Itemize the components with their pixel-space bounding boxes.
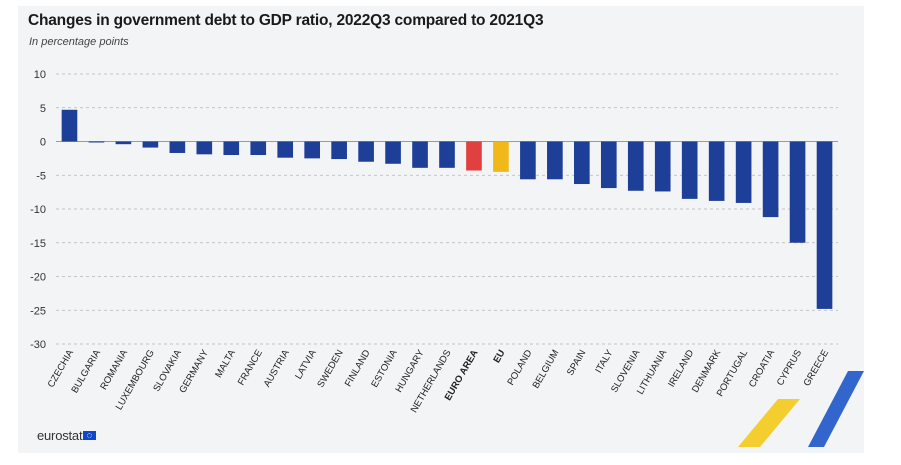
x-tick-label: CROATIA <box>747 347 778 389</box>
y-tick-label: 5 <box>40 103 46 115</box>
x-tick-label: GREECE <box>802 348 832 388</box>
bar-greece <box>816 141 833 309</box>
bar-lithuania <box>654 141 671 192</box>
bar-bulgaria <box>88 141 105 143</box>
x-tick-label: BELGIUM <box>531 348 562 391</box>
x-tick-label: SPAIN <box>565 348 588 378</box>
x-tick-label: ITALY <box>593 347 615 375</box>
x-tick-label: CYPRUS <box>775 348 804 388</box>
eurostat-logo: eurostat <box>37 428 97 443</box>
bar-malta <box>223 141 240 155</box>
bar-estonia <box>385 141 401 164</box>
y-tick-label: 0 <box>40 137 46 149</box>
bar-euro-area <box>466 141 482 171</box>
bar-portugal <box>735 141 752 203</box>
bar-poland <box>520 141 536 180</box>
bars-layer <box>61 109 833 309</box>
bar-sweden <box>331 141 347 160</box>
x-tick-label: MALTA <box>213 347 238 379</box>
logo-text: eurostat <box>37 428 83 443</box>
bar-luxembourg <box>142 141 159 148</box>
bar-finland <box>358 141 374 162</box>
x-tick-label: EU <box>491 348 507 365</box>
x-tick-label: POLAND <box>505 348 534 387</box>
eurostat-decoration <box>738 371 864 447</box>
bar-belgium <box>547 141 563 180</box>
x-tick-label: AUSTRIA <box>262 347 292 389</box>
x-tick-label: FINLAND <box>343 348 373 389</box>
y-tick-label: 10 <box>34 69 46 81</box>
decor-stripe-yellow <box>738 399 800 447</box>
y-tick-labels: 10 5 0 -5 -10 -15 -20 -25 -30 <box>30 69 46 351</box>
x-tick-label: LATVIA <box>293 347 319 381</box>
y-tick-label: -5 <box>36 170 46 182</box>
bar-cyprus <box>789 141 806 243</box>
bar-denmark <box>708 141 725 201</box>
x-tick-label: FRANCE <box>236 348 265 387</box>
x-tick-label: CZECHIA <box>46 347 77 389</box>
x-tick-label: IRELAND <box>666 348 696 389</box>
bar-ireland <box>681 141 698 199</box>
bar-slovakia <box>169 141 186 153</box>
y-tick-label: -15 <box>30 238 46 250</box>
x-tick-labels: CZECHIABULGARIAROMANIALUXEMBOURGSLOVAKIA… <box>46 347 831 414</box>
bar-romania <box>115 141 132 145</box>
bar-croatia <box>762 141 779 218</box>
y-tick-label: -25 <box>30 305 46 317</box>
y-tick-label: -20 <box>30 272 46 284</box>
chart-subtitle: In percentage points <box>29 36 129 48</box>
bar-hungary <box>412 141 428 168</box>
bar-austria <box>277 141 294 158</box>
decor-stripe-blue <box>808 371 864 447</box>
bar-eu <box>493 141 509 172</box>
y-tick-label: -30 <box>30 339 46 351</box>
eu-flag-icon <box>83 431 97 441</box>
bar-germany <box>196 141 213 155</box>
grid-layer <box>56 73 838 345</box>
bar-latvia <box>304 141 320 159</box>
bar-czechia <box>61 109 78 142</box>
chart-title: Changes in government debt to GDP ratio,… <box>28 12 544 29</box>
bar-france <box>250 141 267 155</box>
y-tick-label: -10 <box>30 204 46 216</box>
bar-spain <box>574 141 590 185</box>
x-tick-label: SWEDEN <box>315 348 345 390</box>
chart-card <box>18 6 864 453</box>
x-tick-label: ESTONIA <box>369 347 400 389</box>
bar-slovenia <box>627 141 644 191</box>
bar-italy <box>600 141 617 189</box>
bar-netherlands <box>439 141 455 168</box>
